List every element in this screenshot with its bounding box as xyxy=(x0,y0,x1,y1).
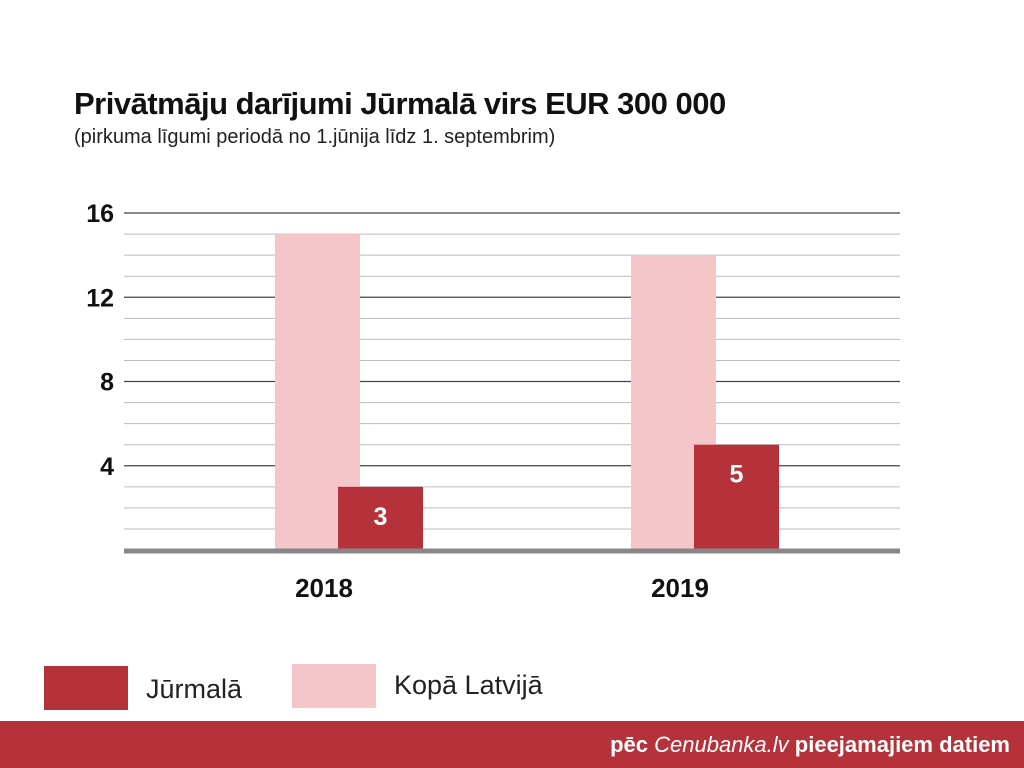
legend-label-jurmala: Jūrmalā xyxy=(146,674,243,704)
legend-swatch-jurmala xyxy=(44,666,128,710)
legend-label-kopa-latvija: Kopā Latvijā xyxy=(394,670,543,700)
x-tick-label: 2019 xyxy=(651,573,709,603)
y-tick-label: 12 xyxy=(86,284,114,312)
x-tick-label: 2018 xyxy=(295,573,353,603)
chart-title: Privātmāju darījumi Jūrmalā virs EUR 300… xyxy=(74,86,726,121)
source-credit: pēc Cenubanka.lv pieejamajiem datiem xyxy=(610,732,1010,758)
source-prefix: pēc xyxy=(610,732,655,757)
y-tick-label: 8 xyxy=(100,369,114,397)
source-name: Cenubanka.lv xyxy=(654,732,789,757)
y-tick-label: 4 xyxy=(100,453,114,481)
legend-swatch-kopa-latvija xyxy=(292,664,376,708)
source-suffix: pieejamajiem datiem xyxy=(788,732,1010,757)
data-label: 3 xyxy=(374,503,388,531)
chart-subtitle: (pirkuma līgumi periodā no 1.jūnija līdz… xyxy=(74,126,556,148)
bar-chart: 4 8 12 16 3 2018 5 2019 xyxy=(86,200,900,603)
bar-jurmala xyxy=(338,486,423,550)
bar-jurmala xyxy=(694,444,779,550)
data-label: 5 xyxy=(730,461,744,489)
y-tick-label: 16 xyxy=(86,200,114,228)
footer-banner: pēc Cenubanka.lv pieejamajiem datiem xyxy=(0,721,1024,768)
